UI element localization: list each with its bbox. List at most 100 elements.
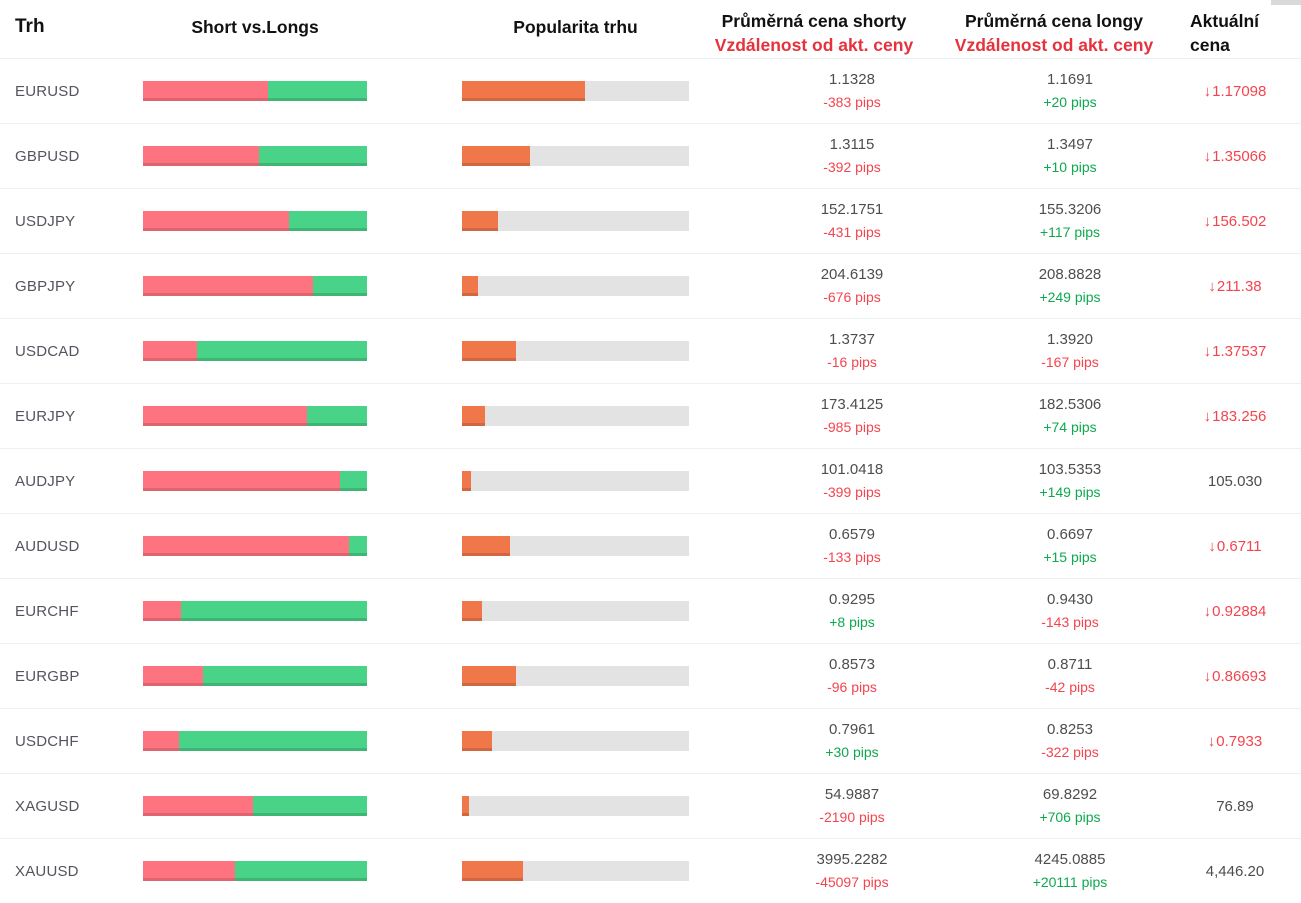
- popularity-cell: [462, 666, 689, 686]
- market-label[interactable]: USDCAD: [15, 342, 80, 360]
- popularity-bar: [462, 601, 689, 621]
- popularity-bar: [462, 341, 689, 361]
- popularity-fill: [462, 861, 524, 881]
- short-distance-pips: -399 pips: [823, 484, 881, 500]
- long-avg-price: 1.3497: [1047, 136, 1093, 153]
- short-bar-segment: [143, 276, 314, 296]
- market-label[interactable]: USDCHF: [15, 732, 79, 750]
- down-arrow-icon: ↓: [1208, 537, 1216, 555]
- down-arrow-icon: ↓: [1203, 147, 1212, 165]
- short-vs-long-bar: [143, 81, 367, 101]
- long-avg-price: 4245.0885: [1034, 851, 1106, 868]
- short-distance-pips: +30 pips: [825, 744, 879, 760]
- short-bar-segment: [143, 731, 179, 751]
- popularity-fill: [462, 406, 485, 426]
- current-price-cell: 76.89: [1169, 798, 1301, 815]
- header-long-price: Průměrná cena longy Vzdálenost od akt. c…: [939, 0, 1169, 57]
- short-vs-long-bar: [143, 536, 367, 556]
- popularity-fill: [462, 211, 499, 231]
- down-arrow-icon: ↓: [1203, 342, 1212, 360]
- table-body: EURUSD 1.1328 -383 pips 1.1691 +20 pips ↓1.17…: [0, 58, 1301, 903]
- market-label[interactable]: GBPUSD: [15, 147, 80, 165]
- short-vs-long-bar: [143, 666, 367, 686]
- table-row: EURJPY 173.4125 -985 pips 182.5306 +74 pips ↓…: [0, 383, 1301, 448]
- long-avg-price: 0.8711: [1047, 656, 1093, 673]
- short-avg-price: 173.4125: [820, 396, 884, 413]
- long-avg-price-cell: 69.8292 +706 pips: [939, 784, 1169, 828]
- long-avg-price-cell: 4245.0885 +20111 pips: [939, 849, 1169, 893]
- header-current-price: Aktuální cena: [1169, 0, 1301, 57]
- long-distance-pips: +249 pips: [1039, 289, 1101, 305]
- long-avg-price-cell: 182.5306 +74 pips: [939, 394, 1169, 438]
- short-distance-pips: -2190 pips: [819, 809, 885, 825]
- short-distance-pips: -392 pips: [823, 159, 881, 175]
- table-row: AUDUSD 0.6579 -133 pips 0.6697 +15 pips ↓0.67…: [0, 513, 1301, 578]
- market-label[interactable]: EURCHF: [15, 602, 79, 620]
- down-arrow-icon: ↓: [1203, 602, 1212, 620]
- short-vs-long-cell: [143, 861, 367, 881]
- market-label[interactable]: XAUUSD: [15, 862, 79, 880]
- market-label[interactable]: USDJPY: [15, 212, 76, 230]
- down-arrow-icon: ↓: [1203, 407, 1212, 425]
- table-row: EURUSD 1.1328 -383 pips 1.1691 +20 pips ↓1.17…: [0, 58, 1301, 123]
- popularity-cell: [462, 796, 689, 816]
- short-avg-price-cell: 101.0418 -399 pips: [689, 459, 939, 503]
- scrollbar-fragment[interactable]: [1271, 0, 1301, 5]
- long-avg-price: 155.3206: [1038, 201, 1102, 218]
- header-popularity: Popularita trhu: [513, 17, 638, 37]
- market-label[interactable]: AUDUSD: [15, 537, 80, 555]
- current-price: ↓1.35066: [1203, 147, 1267, 165]
- popularity-fill: [462, 731, 492, 751]
- header-long-distance-line2: Vzdálenost od akt. ceny: [954, 35, 1154, 55]
- short-vs-long-cell: [143, 796, 367, 816]
- long-bar-segment: [234, 861, 367, 881]
- short-vs-long-bar: [143, 146, 367, 166]
- current-price-cell: ↓0.7933: [1169, 733, 1301, 750]
- market-label[interactable]: GBPJPY: [15, 277, 76, 295]
- short-avg-price: 0.8573: [829, 656, 875, 673]
- current-price: 4,446.20: [1205, 862, 1265, 880]
- popularity-cell: [462, 406, 689, 426]
- popularity-fill: [462, 536, 510, 556]
- popularity-cell: [462, 601, 689, 621]
- long-avg-price-cell: 0.9430 -143 pips: [939, 589, 1169, 633]
- short-distance-pips: -985 pips: [823, 419, 881, 435]
- down-arrow-icon: ↓: [1203, 667, 1212, 685]
- popularity-fill: [462, 471, 472, 491]
- short-bar-segment: [143, 796, 253, 816]
- market-label[interactable]: EURJPY: [15, 407, 76, 425]
- table-row: XAGUSD 54.9887 -2190 pips 69.8292 +706 pips 7…: [0, 773, 1301, 838]
- popularity-bar: [462, 211, 689, 231]
- popularity-bar: [462, 276, 689, 296]
- short-avg-price-cell: 3995.2282 -45097 pips: [689, 849, 939, 893]
- market-label[interactable]: XAGUSD: [15, 797, 80, 815]
- current-price: ↓183.256: [1203, 407, 1267, 425]
- current-price: ↓0.86693: [1203, 667, 1267, 685]
- popularity-cell: [462, 81, 689, 101]
- popularity-fill: [462, 796, 469, 816]
- long-avg-price-cell: 103.5353 +149 pips: [939, 459, 1169, 503]
- market-label[interactable]: EURUSD: [15, 82, 80, 100]
- short-vs-long-cell: [143, 341, 367, 361]
- header-short-vs-longs: Short vs.Longs: [191, 17, 319, 37]
- long-bar-segment: [203, 666, 367, 686]
- long-distance-pips: +706 pips: [1039, 809, 1101, 825]
- long-avg-price-cell: 1.1691 +20 pips: [939, 69, 1169, 113]
- long-avg-price: 182.5306: [1038, 396, 1102, 413]
- short-avg-price-cell: 0.7961 +30 pips: [689, 719, 939, 763]
- market-label[interactable]: EURGBP: [15, 667, 80, 685]
- header-short-distance-line2: Vzdálenost od akt. ceny: [714, 35, 914, 55]
- short-avg-price: 1.3115: [829, 136, 875, 153]
- market-label[interactable]: AUDJPY: [15, 472, 76, 490]
- popularity-bar: [462, 471, 689, 491]
- long-avg-price-cell: 0.8711 -42 pips: [939, 654, 1169, 698]
- long-avg-price-cell: 1.3920 -167 pips: [939, 329, 1169, 373]
- table-row: USDCAD 1.3737 -16 pips 1.3920 -167 pips ↓1.37…: [0, 318, 1301, 383]
- long-bar-segment: [268, 81, 367, 101]
- current-price-cell: ↓1.17098: [1169, 83, 1301, 100]
- long-avg-price: 208.8828: [1038, 266, 1102, 283]
- long-distance-pips: +117 pips: [1039, 224, 1101, 240]
- short-vs-long-bar: [143, 731, 367, 751]
- current-price-cell: ↓211.38: [1169, 278, 1301, 295]
- long-avg-price: 103.5353: [1038, 461, 1102, 478]
